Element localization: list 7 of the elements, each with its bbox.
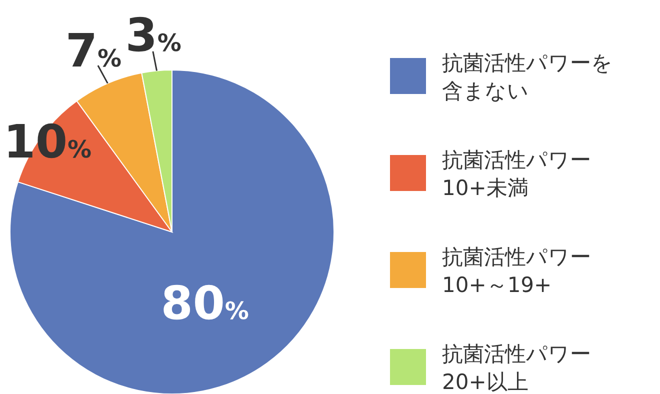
legend-label: 抗菌活性パワー20+以上 [442, 342, 591, 394]
legend-label: 抗菌活性パワー10+未満 [442, 148, 591, 200]
legend-label: 抗菌活性パワーを含まない [442, 51, 613, 103]
data-label: 7% [65, 24, 122, 78]
data-label: 3% [125, 8, 182, 62]
data-label: 80% [160, 276, 249, 330]
legend-label: 抗菌活性パワー10+～19+ [442, 245, 591, 297]
